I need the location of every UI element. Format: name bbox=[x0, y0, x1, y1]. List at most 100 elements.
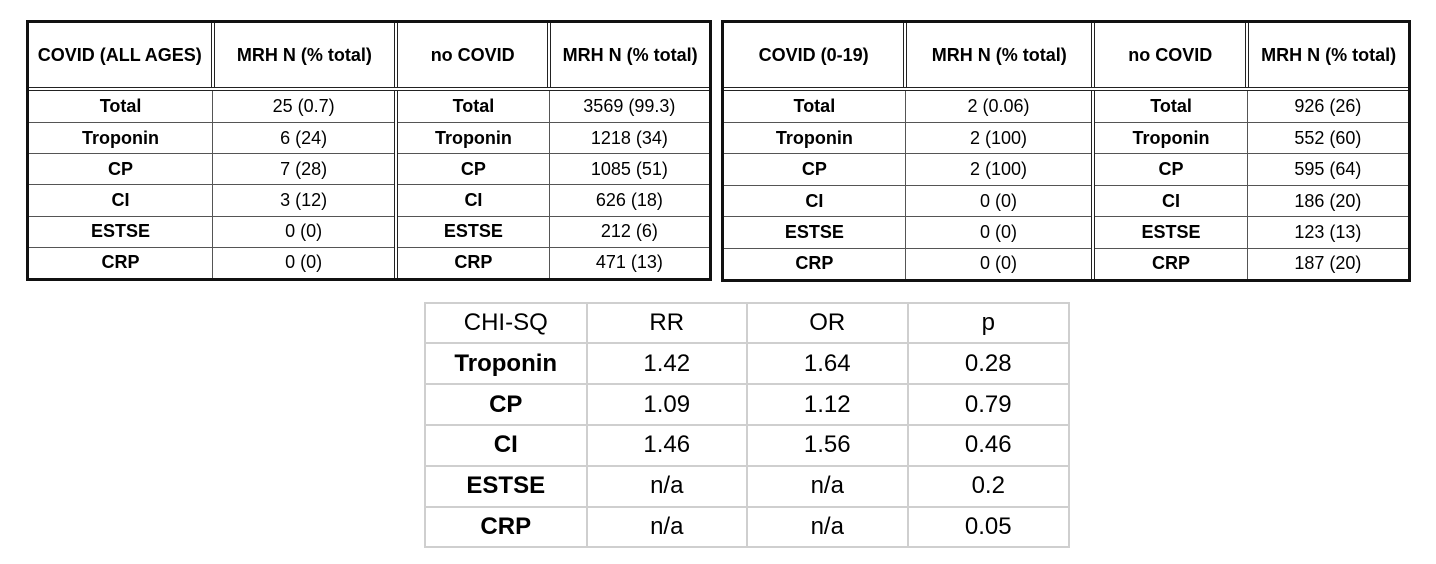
p-value: 0.05 bbox=[906, 505, 1068, 546]
header-cell: MRH N (% total) bbox=[1245, 23, 1408, 91]
nocovid-value: 1218 (34) bbox=[548, 121, 709, 154]
p-value: 0.28 bbox=[906, 342, 1068, 385]
nocovid-value: 1085 (51) bbox=[548, 153, 709, 185]
nocovid-value: 187 (20) bbox=[1246, 247, 1408, 279]
covid-value: 25 (0.7) bbox=[212, 89, 397, 123]
row-label: ESTSE bbox=[1091, 216, 1248, 249]
table-header-row: COVID (0-19) MRH N (% total) no COVID MR… bbox=[724, 23, 1408, 91]
p-value: 0.46 bbox=[906, 423, 1068, 466]
table-row: Total 2 (0.06) Total 926 (26) bbox=[724, 89, 1408, 123]
covid-value: 6 (24) bbox=[212, 121, 397, 154]
header-cell: p bbox=[906, 304, 1068, 344]
rr-value: 1.46 bbox=[585, 423, 747, 466]
row-label: CRP bbox=[29, 246, 213, 278]
row-label: ESTSE bbox=[724, 216, 906, 249]
rr-value: n/a bbox=[585, 464, 747, 507]
nocovid-value: 212 (6) bbox=[548, 215, 709, 248]
table-header-row: COVID (ALL AGES) MRH N (% total) no COVI… bbox=[29, 23, 709, 91]
header-cell: MRH N (% total) bbox=[903, 23, 1094, 91]
table-row: CRP 0 (0) CRP 471 (13) bbox=[29, 246, 709, 278]
table-row: CP 1.09 1.12 0.79 bbox=[426, 383, 1068, 425]
table-row: CRP n/a n/a 0.05 bbox=[426, 505, 1068, 546]
row-label: Total bbox=[1091, 89, 1248, 123]
table-row: ESTSE n/a n/a 0.2 bbox=[426, 464, 1068, 507]
or-value: 1.64 bbox=[746, 342, 908, 385]
row-label: ESTSE bbox=[394, 215, 550, 248]
row-label: CP bbox=[1091, 153, 1248, 186]
row-label: CI bbox=[394, 184, 550, 217]
covid-0-19-table: COVID (0-19) MRH N (% total) no COVID MR… bbox=[721, 20, 1411, 282]
row-label: CI bbox=[1091, 184, 1248, 217]
or-value: 1.12 bbox=[746, 383, 908, 425]
table-row: Troponin 6 (24) Troponin 1218 (34) bbox=[29, 121, 709, 154]
row-label: Total bbox=[99, 95, 142, 116]
row-label: Troponin bbox=[724, 122, 906, 154]
covid-value: 3 (12) bbox=[212, 184, 397, 217]
row-label: CRP bbox=[724, 247, 906, 279]
table-row: ESTSE 0 (0) ESTSE 123 (13) bbox=[724, 216, 1408, 249]
row-label: CP bbox=[426, 383, 587, 425]
row-label: CP bbox=[394, 153, 550, 185]
row-label: Troponin bbox=[1091, 122, 1248, 154]
or-value: n/a bbox=[746, 505, 908, 546]
chi-sq-table: CHI-SQ RR OR p Troponin 1.42 1.64 0.28 C… bbox=[424, 302, 1070, 548]
table-row: Troponin 2 (100) Troponin 552 (60) bbox=[724, 122, 1408, 154]
row-label: CI bbox=[724, 184, 906, 217]
row-label: ESTSE bbox=[426, 464, 587, 507]
table-row: ESTSE 0 (0) ESTSE 212 (6) bbox=[29, 215, 709, 248]
p-value: 0.79 bbox=[906, 383, 1068, 425]
table-row: CI 0 (0) CI 186 (20) bbox=[724, 184, 1408, 217]
header-cell: COVID (0-19) bbox=[724, 23, 906, 91]
nocovid-value: 595 (64) bbox=[1246, 153, 1408, 186]
row-label: Troponin bbox=[426, 342, 587, 385]
rr-value: 1.42 bbox=[585, 342, 747, 385]
covid-value: 2 (0.06) bbox=[904, 89, 1094, 123]
covid-value: 2 (100) bbox=[904, 122, 1094, 154]
row-label: ESTSE bbox=[29, 215, 213, 248]
header-cell: CHI-SQ bbox=[463, 309, 548, 337]
nocovid-value: 186 (20) bbox=[1246, 184, 1408, 217]
covid-value: 0 (0) bbox=[212, 246, 397, 278]
row-label: Troponin bbox=[394, 121, 550, 154]
table-header-row: CHI-SQ RR OR p bbox=[426, 304, 1068, 344]
table-row: Total 25 (0.7) Total 3569 (99.3) bbox=[29, 89, 709, 123]
row-label: CI bbox=[29, 184, 213, 217]
nocovid-value: 471 (13) bbox=[548, 246, 709, 278]
covid-value: 0 (0) bbox=[904, 216, 1094, 249]
header-cell: OR bbox=[746, 304, 908, 344]
p-value: 0.2 bbox=[906, 464, 1068, 507]
header-cell: no COVID bbox=[1091, 23, 1248, 91]
nocovid-value: 626 (18) bbox=[548, 184, 709, 217]
covid-value: 0 (0) bbox=[212, 215, 397, 248]
row-label: CP bbox=[724, 153, 906, 186]
covid-value: 0 (0) bbox=[904, 247, 1094, 279]
nocovid-value: 926 (26) bbox=[1246, 89, 1408, 123]
header-cell: MRH N (% total) bbox=[547, 23, 709, 91]
table-row: CI 1.46 1.56 0.46 bbox=[426, 423, 1068, 466]
covid-all-ages-table: COVID (ALL AGES) MRH N (% total) no COVI… bbox=[26, 20, 712, 281]
covid-value: 2 (100) bbox=[904, 153, 1094, 186]
row-label: Troponin bbox=[29, 121, 213, 154]
header-cell: no COVID bbox=[394, 23, 550, 91]
or-value: 1.56 bbox=[746, 423, 908, 466]
table-row: CP 2 (100) CP 595 (64) bbox=[724, 153, 1408, 186]
table-row: CRP 0 (0) CRP 187 (20) bbox=[724, 247, 1408, 279]
rr-value: n/a bbox=[585, 505, 747, 546]
nocovid-value: 123 (13) bbox=[1246, 216, 1408, 249]
row-label: CRP bbox=[1091, 247, 1248, 279]
header-cell: COVID (ALL AGES) bbox=[29, 23, 213, 91]
covid-value: 7 (28) bbox=[212, 153, 397, 185]
table-row: CI 3 (12) CI 626 (18) bbox=[29, 184, 709, 217]
covid-value: 0 (0) bbox=[904, 184, 1094, 217]
table-row: Troponin 1.42 1.64 0.28 bbox=[426, 342, 1068, 385]
row-label: Total bbox=[793, 96, 836, 117]
or-value: n/a bbox=[746, 464, 908, 507]
nocovid-value: 3569 (99.3) bbox=[548, 89, 709, 123]
header-cell: MRH N (% total) bbox=[210, 23, 397, 91]
row-label: CP bbox=[29, 153, 213, 185]
row-label: CRP bbox=[426, 505, 587, 546]
row-label: Total bbox=[394, 89, 550, 123]
header-cell: RR bbox=[585, 304, 747, 344]
table-row: CP 7 (28) CP 1085 (51) bbox=[29, 153, 709, 185]
row-label: CRP bbox=[394, 246, 550, 278]
